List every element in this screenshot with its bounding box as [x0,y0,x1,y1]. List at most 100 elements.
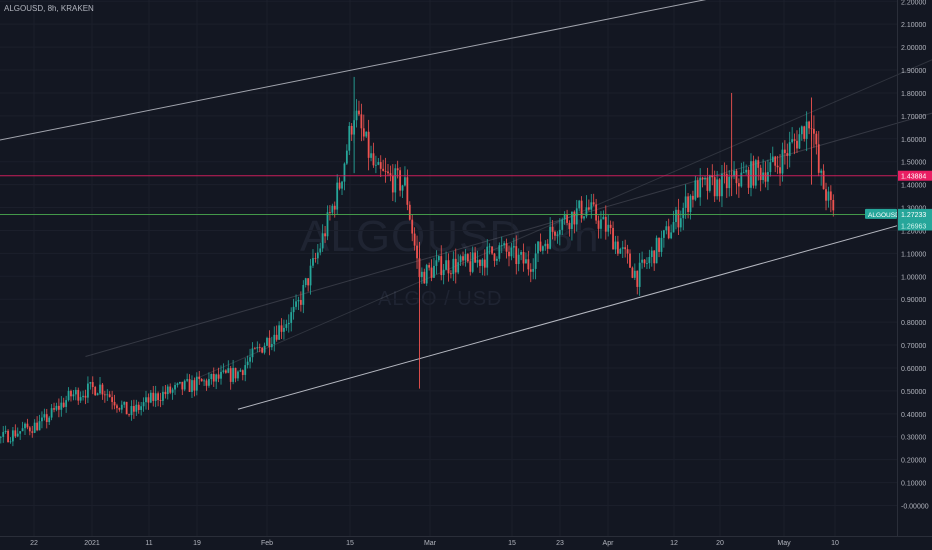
candle-body [466,254,469,262]
candle-body [123,401,126,405]
candle-body [4,430,7,433]
candle-body [188,379,191,392]
candle-body [517,254,520,265]
y-tick-label: 1.10000 [901,251,926,258]
candle-body [450,273,452,275]
candle-body [149,392,152,403]
candle-body [829,191,832,200]
candle-body [319,248,322,253]
candle-body [43,414,46,418]
candle-body [159,400,162,401]
candle-body [614,241,617,250]
candle-body [771,156,774,163]
candle-body [626,249,629,254]
candle-body [665,226,668,231]
candle-body [193,380,196,391]
candle-body [258,347,261,348]
level-red-value: 1.43884 [901,174,926,181]
candle-body [229,368,232,382]
candle-body [445,260,447,270]
candle-body [791,139,794,143]
candle-body [619,248,622,254]
candle-body [527,259,530,270]
candle-body [367,131,370,158]
candle-body [621,247,624,249]
candle-body [658,237,660,252]
x-tick-label: Feb [261,540,273,547]
candle-body [408,204,411,220]
time-axis: 22 2021 11 19 Feb 15 Mar 15 23 Apr 12 20 May 10 [30,540,839,547]
candle-body [350,126,353,135]
candle-body [91,382,94,387]
y-tick-label: 1.50000 [901,160,926,167]
candle-body [757,160,760,168]
candle-body [174,385,176,390]
candle-body [718,179,721,197]
price-axis: 2.20000 2.10000 2.00000 1.90000 1.80000 1.700… [901,0,929,511]
candle-body [471,252,474,272]
candle-body [713,177,716,197]
candle-body [224,370,227,373]
candle-body [208,379,210,386]
candle-body [481,259,484,266]
y-tick-label: 2.00000 [901,45,926,52]
candle-body [537,241,539,254]
candle-body [113,401,116,406]
candle-body [416,245,418,259]
candle-body [65,400,68,407]
candle-body [447,260,450,274]
candle-body [128,414,130,416]
candle-body [370,153,372,158]
candle-body [716,179,719,197]
candle-body [554,231,556,236]
candle-body [355,110,358,121]
x-tick-label: 2021 [84,540,100,547]
candle-body [302,285,305,305]
candle-body [522,252,525,264]
candle-body [515,246,518,265]
candle-body [215,374,218,382]
candle-body [687,196,689,213]
candle-body [387,171,389,174]
x-tick-label: 22 [30,540,38,547]
candle-body [512,246,515,248]
candle-body [808,121,810,129]
candle-body [191,380,193,392]
candle-body [457,262,460,273]
candle-body [232,367,235,382]
candle-body [120,404,123,410]
candle-body [28,427,31,432]
candle-body [493,253,496,261]
candle-body [181,381,184,390]
candle-body [769,162,772,173]
candle-body [701,177,704,180]
candle-body [70,390,72,397]
candle-body [290,312,293,323]
candle-body [803,126,806,139]
candle-body [21,428,24,432]
candle-body [287,322,290,325]
candle-body [130,406,133,416]
candle-body [566,214,568,223]
candle-body [454,258,457,273]
candle-body [26,423,29,428]
y-tick-label: 1.20000 [901,228,926,235]
candle-body [750,161,752,188]
candle-body [631,267,634,278]
candle-body [164,391,167,395]
candle-body [299,300,302,305]
candle-body [234,367,237,379]
candle-body [479,259,481,266]
candle-body [452,258,455,274]
candle-body [331,205,334,213]
y-tick-label: 1.60000 [901,137,926,144]
candle-body [677,209,680,228]
candle-body [24,423,26,429]
candle-body [212,373,215,382]
candle-body [396,168,399,171]
candle-body [561,219,564,230]
y-tick-label: -0.00000 [901,504,929,511]
candle-body [41,417,43,422]
